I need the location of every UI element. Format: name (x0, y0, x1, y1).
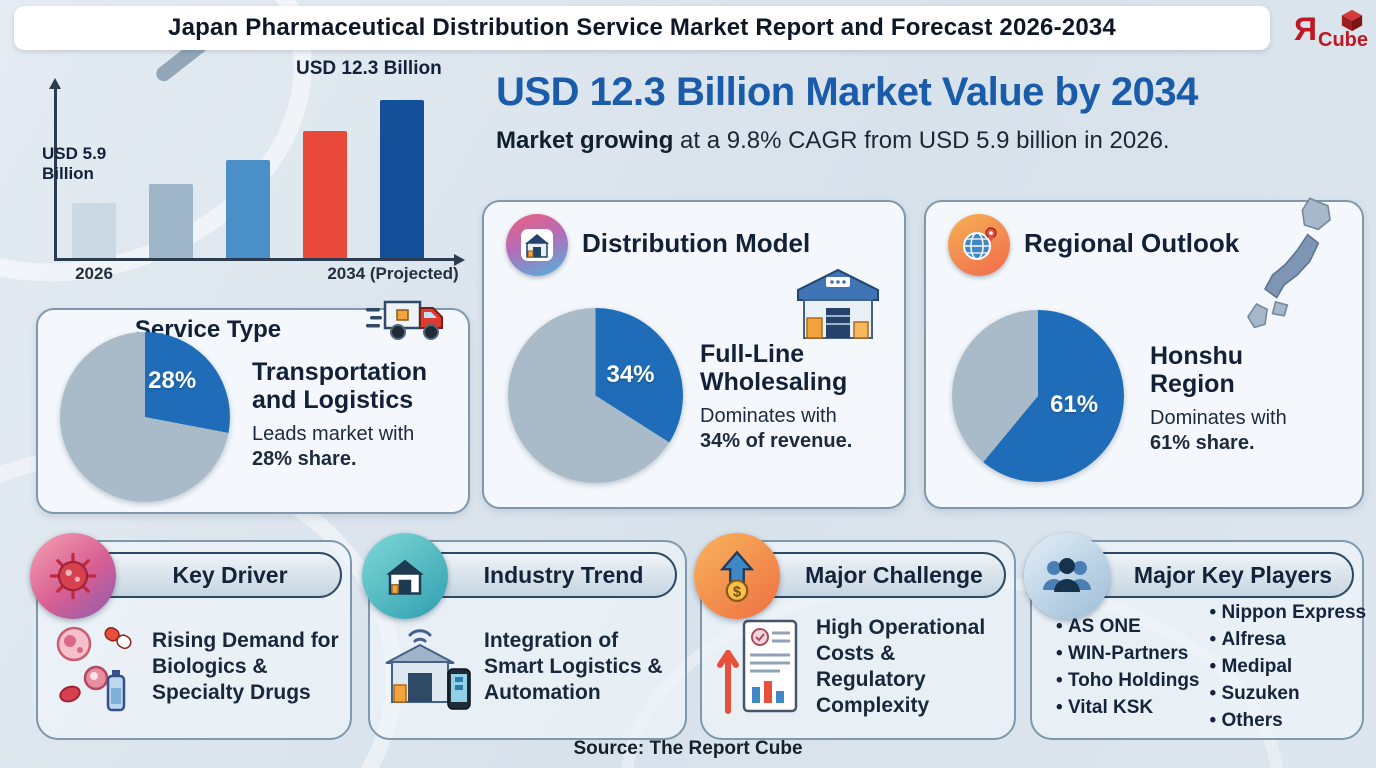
truck-icon (366, 294, 458, 352)
card-description: Dominates with 61% share. (1150, 407, 1287, 454)
x-axis (54, 258, 456, 261)
end-value-label: USD 12.3 Billion (296, 58, 442, 79)
card-title: Distribution Model (582, 228, 811, 258)
card-text: Full-Line Wholesaling Dominates with 34% … (700, 340, 896, 454)
panel-header: Key Driver (80, 552, 342, 598)
panel-text: Rising Demand for Biologics & Specialty … (152, 628, 339, 705)
pie-percent-label: 61% (1050, 390, 1099, 418)
card-heading: Full-Line Wholesaling (700, 340, 848, 396)
logo-r-glyph: Я (1294, 11, 1317, 47)
key-players-list: AS ONE WIN-Partners Toho Holdings Vital … (1042, 602, 1366, 731)
hero-block: USD 12.3 Billion Market Value by 2034 Ma… (496, 70, 1364, 155)
warehouse-illustration (788, 262, 888, 344)
card-heading: Honshu Region (1150, 342, 1244, 398)
report-cube-logo: Я Cube (1268, 6, 1368, 52)
regional-outlook-pie-chart: 61% (952, 310, 1124, 482)
card-text: Transportation and Logistics Leads marke… (252, 358, 464, 472)
panel-title: Key Driver (172, 561, 288, 588)
globe-icon (948, 214, 1010, 276)
hero-subtitle: Market growing at a 9.8% CAGR from USD 5… (496, 127, 1364, 155)
hero-subtitle-rest: at a 9.8% CAGR from USD 5.9 billion in 2… (673, 127, 1170, 154)
card-regional-outlook: Regional Outlook 61% Honshu Region Domin… (924, 197, 1364, 509)
header-bar: Japan Pharmaceutical Distribution Servic… (14, 6, 1270, 50)
key-players-icon (1024, 533, 1110, 619)
biologics-illustration (48, 612, 144, 722)
source-note: Source: The Report Cube (573, 738, 803, 759)
panel-header: Industry Trend (412, 552, 677, 598)
bar-3 (226, 160, 270, 258)
player-item: Nippon Express (1210, 602, 1366, 624)
panel-industry-trend: Industry Trend Integration of S (362, 533, 687, 740)
japan-map (1242, 192, 1352, 352)
cost-increase-icon: $ (694, 533, 780, 619)
bar-1 (72, 203, 116, 258)
panel-body: Rising Demand for Biologics & Specialty … (48, 604, 342, 730)
x-tick-last: 2034 (Projected) (327, 264, 459, 283)
x-tick-first: 2026 (75, 264, 113, 283)
panel-major-key-players: Major Key Players AS ONE WIN-Partners To… (1024, 533, 1366, 740)
player-item: Vital KSK (1056, 697, 1200, 719)
service-type-pie-chart: 28% (60, 332, 230, 502)
card-title: Service Type (134, 316, 282, 343)
logo-text: Cube (1318, 29, 1368, 51)
warehouse-icon (506, 214, 568, 276)
player-item: Alfresa (1210, 629, 1367, 651)
start-value-label: USD 5.9 Billion (42, 144, 107, 183)
panel-header: Major Challenge (744, 552, 1006, 598)
panel-header: Major Key Players (1074, 552, 1354, 598)
bar-5 (380, 100, 424, 258)
player-item: AS ONE (1056, 616, 1200, 638)
card-text: Honshu Region Dominates with 61% share. (1150, 342, 1330, 456)
regulatory-document-illustration (712, 615, 808, 719)
panel-title: Industry Trend (483, 561, 644, 588)
panel-title: Major Challenge (805, 561, 983, 588)
card-heading: Transportation and Logistics (252, 358, 428, 414)
virus-icon (30, 533, 116, 619)
x-axis-arrow (454, 253, 465, 266)
panel-title: Major Key Players (1133, 561, 1333, 588)
player-item: Medipal (1210, 656, 1367, 678)
players-column-2: Nippon Express Alfresa Medipal Suzuken O… (1210, 602, 1367, 732)
panel-text: High Operational Costs & Regulatory Comp… (816, 615, 986, 718)
panel-major-challenge: $ Major Challenge (694, 533, 1016, 740)
bar-4 (303, 131, 347, 258)
bars (72, 100, 424, 258)
smart-logistics-illustration (380, 617, 476, 717)
card-distribution-model: Distribution Model 34% Full-Line Wholesa… (482, 200, 906, 509)
hero-title: USD 12.3 Billion Market Value by 2034 (496, 70, 1198, 114)
card-description: Leads market with 28% share. (252, 423, 415, 470)
hero-subtitle-bold: Market growing (496, 127, 674, 154)
market-bar-chart: USD 5.9 Billion USD 12.3 Billion 2026 20… (40, 58, 480, 295)
cube-icon (1341, 9, 1363, 32)
panel-body: High Operational Costs & Regulatory Comp… (712, 604, 1006, 730)
y-axis-arrow (49, 78, 61, 89)
panel-body: Integration of Smart Logistics & Automat… (380, 604, 677, 730)
player-item: Suzuken (1210, 683, 1367, 705)
pie-percent-label: 28% (148, 367, 197, 395)
card-title: Regional Outlook (1024, 228, 1240, 258)
player-item: Toho Holdings (1056, 670, 1200, 692)
y-axis (54, 88, 57, 260)
panel-key-driver: Key Driver (30, 533, 352, 740)
svg-text:$: $ (733, 584, 741, 600)
distribution-model-pie-chart: 34% (508, 308, 683, 483)
card-description: Dominates with 34% of revenue. (700, 405, 853, 452)
player-item: WIN-Partners (1056, 643, 1200, 665)
page-title: Japan Pharmaceutical Distribution Servic… (168, 14, 1116, 41)
panel-text: Integration of Smart Logistics & Automat… (484, 628, 663, 705)
card-service-type: Service Type 28% Transportation and Logi… (36, 300, 470, 514)
players-column-1: AS ONE WIN-Partners Toho Holdings Vital … (1056, 616, 1200, 719)
pie-percent-label: 34% (606, 360, 655, 388)
smart-warehouse-icon (362, 533, 448, 619)
bar-2 (149, 184, 193, 258)
player-item: Others (1210, 710, 1367, 732)
